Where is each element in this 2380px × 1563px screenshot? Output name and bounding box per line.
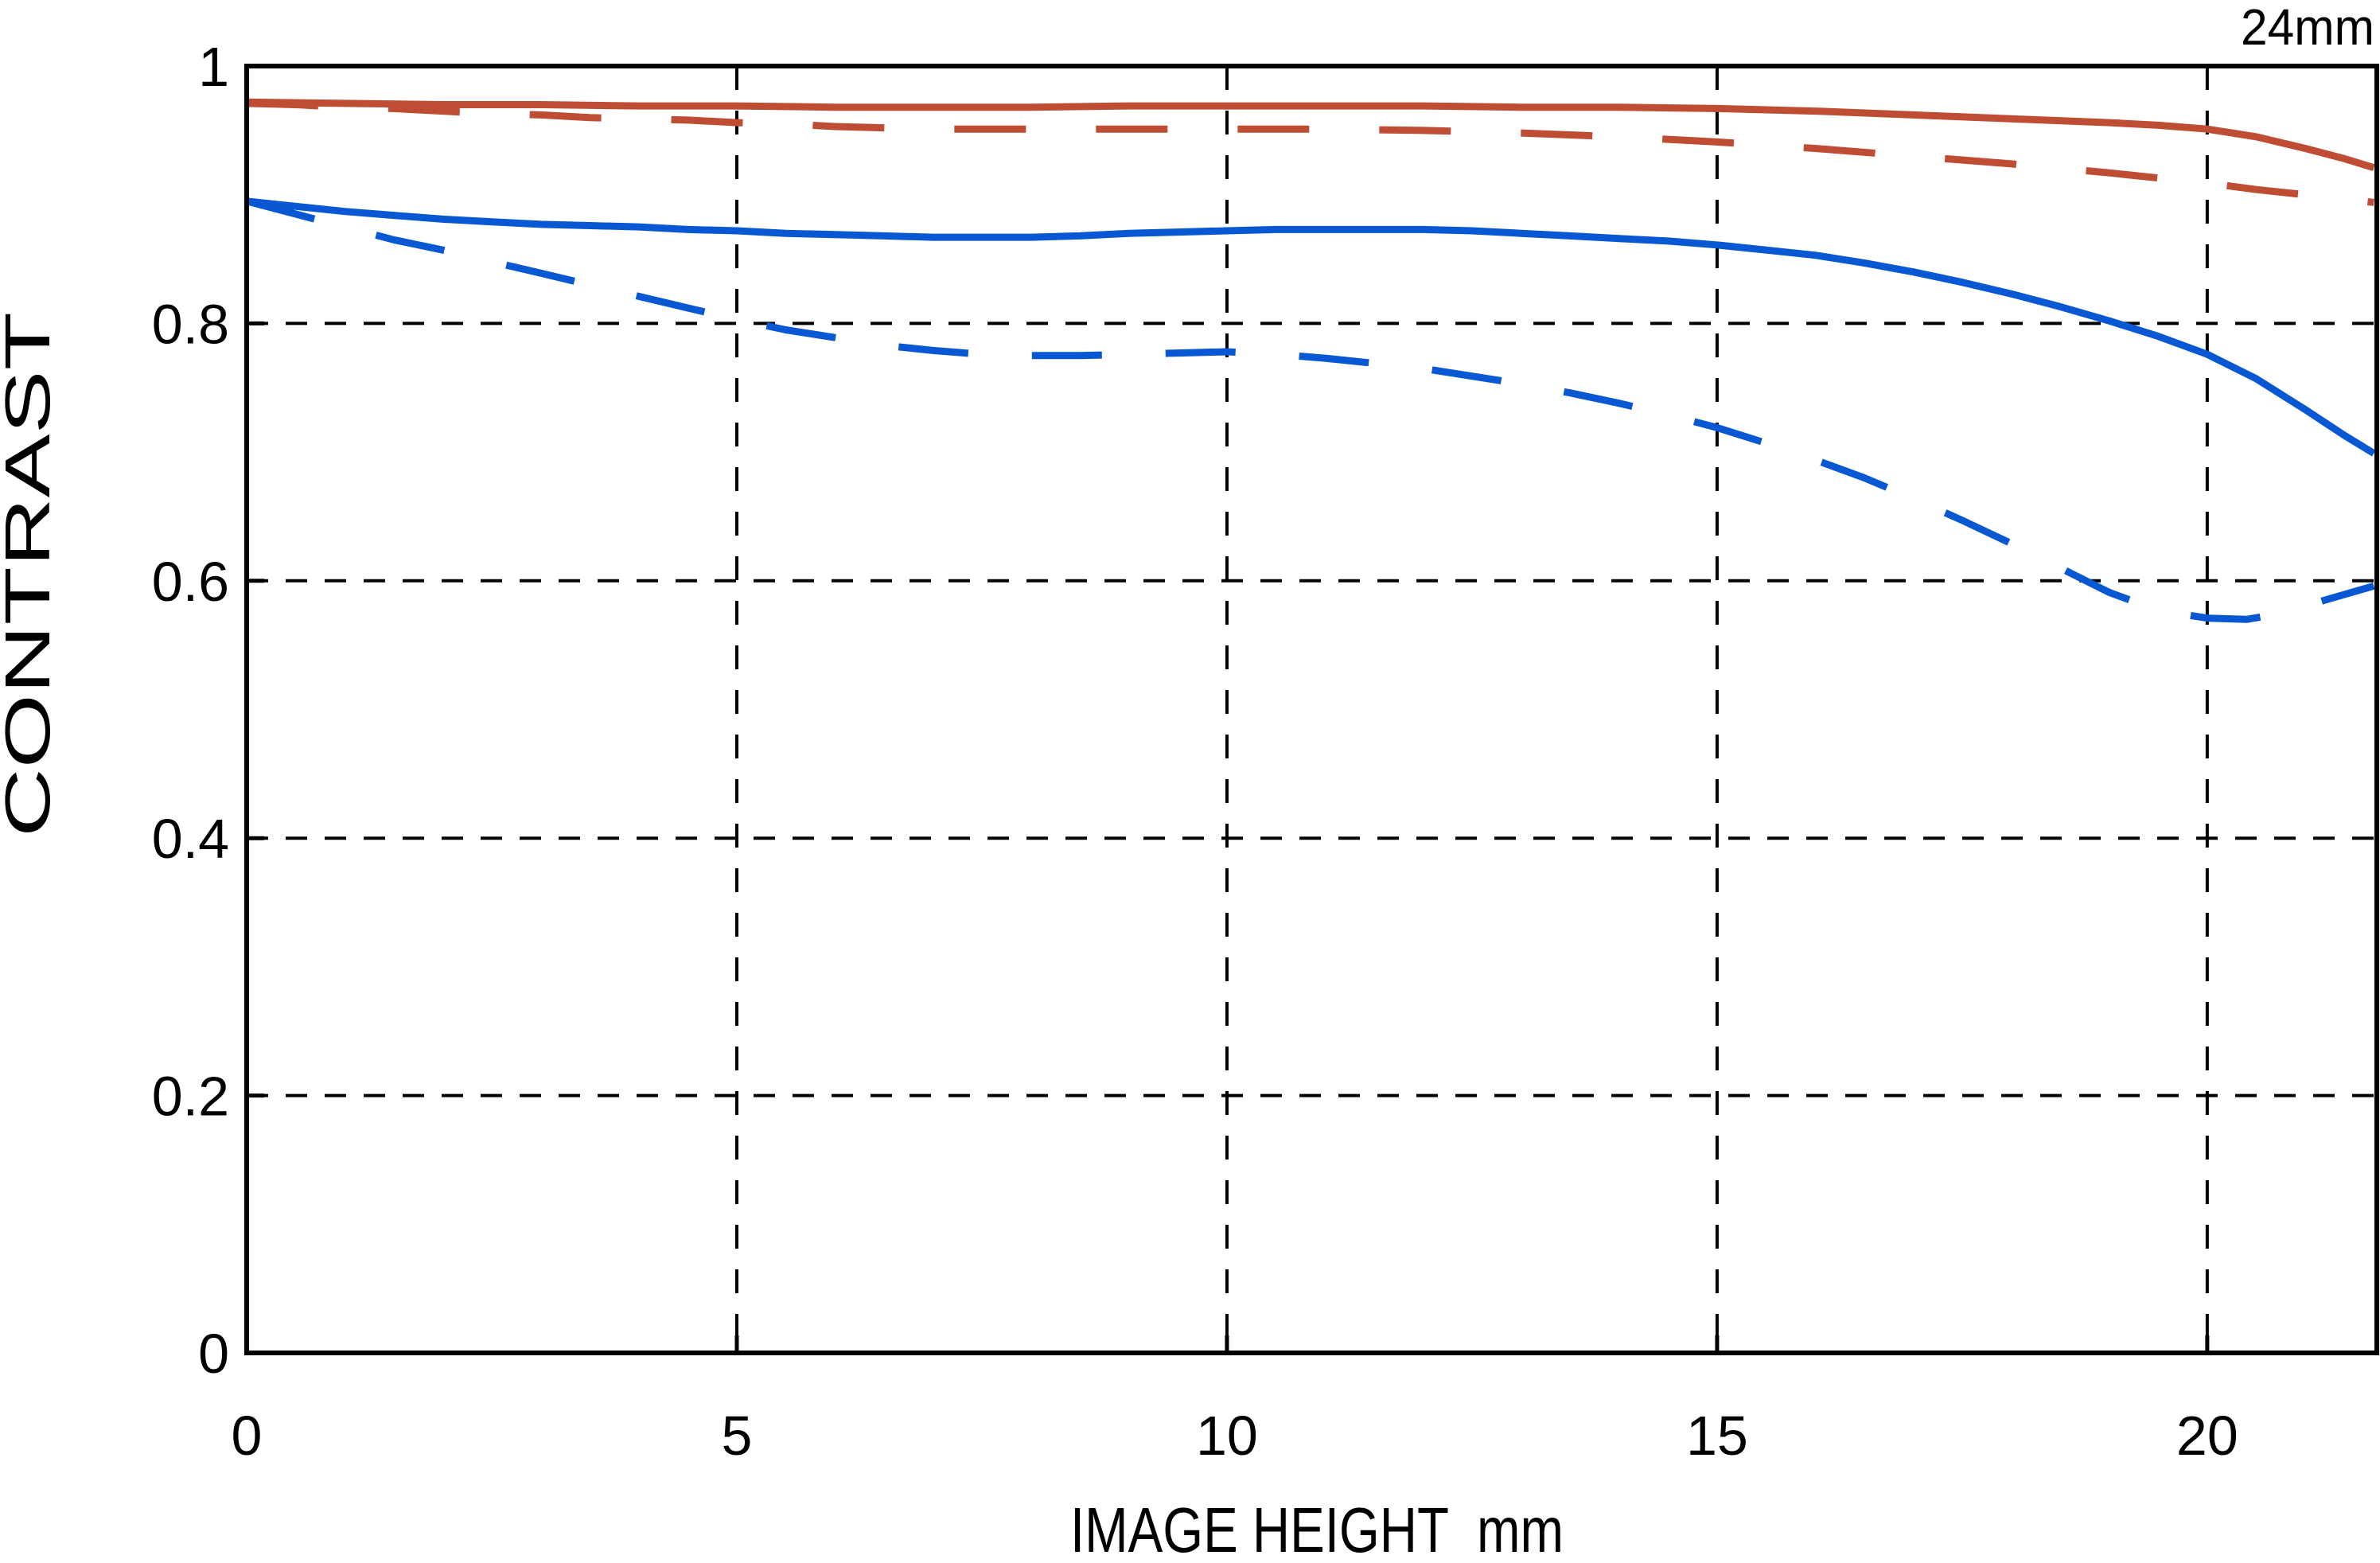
x-axis-title: IMAGE HEIGHT mm — [1070, 1495, 1564, 1563]
chart-title: 24mm — [2241, 0, 2374, 56]
y-tick-label-0.8: 0.8 — [152, 293, 229, 355]
x-tick-label-0: 0 — [232, 1405, 263, 1467]
y-tick-label-0.6: 0.6 — [152, 551, 229, 613]
gridlines — [247, 66, 2377, 1353]
x-tick-label-10: 10 — [1196, 1405, 1258, 1467]
curve-blue-solid — [246, 197, 2376, 457]
x-tick-label-15: 15 — [1686, 1405, 1748, 1467]
y-tick-label-0: 0 — [198, 1323, 229, 1385]
curve-blue-dashed — [245, 197, 2375, 623]
tick-labels: 0 5 10 15 20 0 0.2 0.4 0.6 0.8 1 — [152, 36, 2238, 1467]
x-tick-label-5: 5 — [721, 1405, 752, 1467]
y-tick-label-0.2: 0.2 — [152, 1066, 229, 1128]
curves — [245, 98, 2376, 623]
y-tick-label-0.4: 0.4 — [152, 808, 229, 870]
x-tick-label-20: 20 — [2176, 1405, 2238, 1467]
y-axis-title: CONTRAST — [0, 312, 63, 837]
plot-border — [244, 64, 2379, 1355]
y-tick-label-1: 1 — [198, 36, 229, 98]
curve-red-solid — [246, 98, 2375, 172]
curve-red-dashed — [246, 99, 2374, 206]
